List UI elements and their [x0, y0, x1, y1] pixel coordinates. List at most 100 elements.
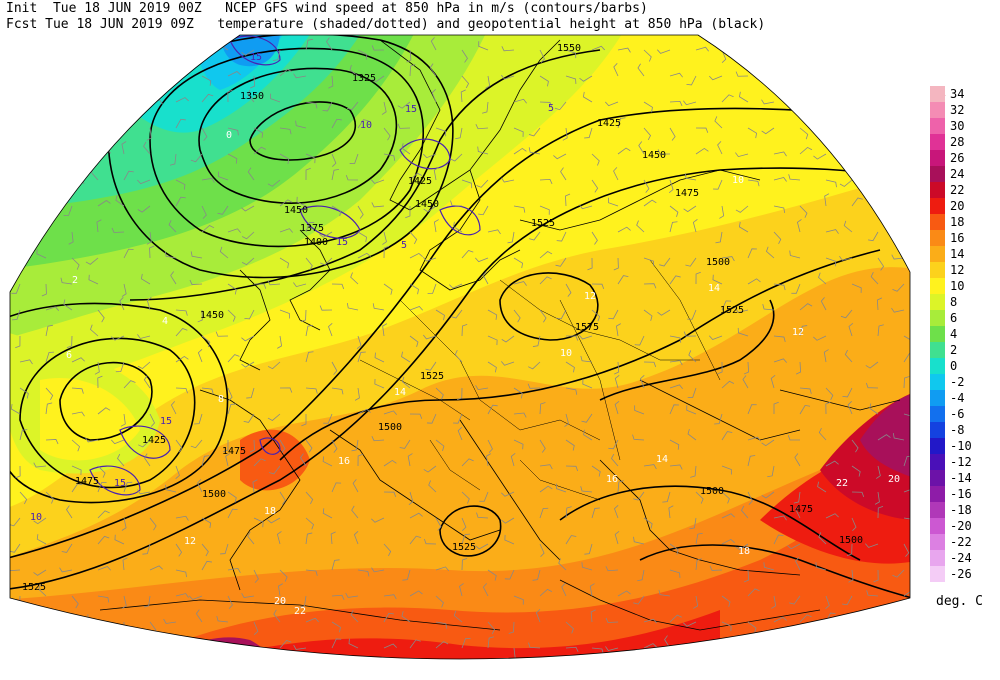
wind-barb [409, 639, 421, 649]
wind-barb [190, 153, 203, 163]
wind-barb [824, 193, 830, 207]
height-label: 1375 [300, 223, 324, 234]
wind-barb [270, 93, 281, 103]
wind-barb [165, 75, 177, 85]
wind-barb [715, 231, 723, 244]
legend-entry: 32 [928, 102, 998, 118]
wind-barb [795, 361, 802, 375]
wind-barb [669, 72, 683, 78]
legend-swatch [930, 118, 945, 134]
wind-barb [45, 306, 59, 311]
wind-barb [371, 75, 385, 83]
temp-label: 20 [274, 596, 286, 607]
wind-barb [276, 531, 282, 545]
wind-barb [820, 297, 827, 311]
wind-barb [322, 456, 333, 467]
legend-swatch [930, 470, 945, 486]
wind-barb [903, 101, 910, 109]
wind-barb [201, 543, 209, 557]
wind-barb [903, 642, 910, 649]
wind-barb [535, 609, 541, 623]
wind-barb [591, 465, 601, 477]
legend-entry: 22 [928, 182, 998, 198]
wind-barb [565, 75, 577, 84]
wind-barb [773, 515, 787, 521]
wind-barb [795, 505, 801, 519]
wind-barb [322, 101, 333, 112]
wind-barb [539, 402, 546, 415]
wind-barb [695, 647, 706, 658]
wind-barb [143, 375, 151, 389]
wind-barb [45, 387, 54, 401]
wind-barb [357, 569, 370, 577]
wind-barb [123, 481, 133, 493]
wind-barb [425, 361, 437, 371]
legend-entry: -10 [928, 438, 998, 454]
wind-barb [246, 387, 255, 399]
temp-label: 12 [584, 291, 596, 302]
wind-barb [219, 246, 229, 259]
wind-barb [714, 413, 723, 425]
wind-barb [13, 231, 21, 244]
wind-barb [872, 75, 879, 88]
wind-barb [175, 543, 183, 557]
wind-barb [476, 179, 489, 188]
wind-barb [643, 361, 657, 368]
wind-barb [565, 646, 579, 652]
wind-barb [848, 569, 854, 583]
wind-barb [409, 252, 423, 259]
wind-barb [201, 224, 215, 233]
wind-barb [556, 231, 567, 242]
wind-barb [371, 517, 385, 523]
wind-barb [839, 255, 853, 261]
wind-barb [44, 141, 50, 155]
legend-label: -6 [950, 407, 965, 421]
wind-barb [197, 309, 203, 323]
wind-barb [664, 635, 671, 649]
wind-barb [10, 249, 21, 259]
legend-entry: 4 [928, 326, 998, 342]
wind-barb [501, 517, 515, 524]
height-label: 1500 [706, 257, 730, 268]
wind-barb [10, 517, 21, 527]
wind-barb [617, 590, 631, 597]
wind-barb [539, 276, 552, 285]
wind-barb [695, 46, 709, 52]
height-label: 1500 [839, 535, 863, 546]
wind-barb [565, 49, 577, 59]
wind-barb [122, 557, 128, 571]
wind-barb [296, 196, 307, 207]
legend-swatch [930, 102, 945, 118]
wind-barb [709, 565, 723, 571]
wind-barb [85, 437, 99, 443]
wind-barb [608, 309, 619, 320]
wind-barb [71, 595, 79, 609]
wind-barb [839, 621, 853, 630]
wind-barb [189, 595, 203, 601]
wind-barb [659, 257, 671, 267]
legend-label: 14 [950, 247, 965, 261]
wind-barb [687, 309, 697, 320]
wind-barb [825, 229, 839, 234]
wind-barb [877, 324, 884, 337]
wind-barb [846, 543, 853, 557]
wind-barb [461, 638, 471, 649]
wind-barb [383, 283, 393, 295]
wind-barb [633, 536, 645, 545]
wind-barb [461, 179, 473, 189]
wind-barb [818, 272, 827, 285]
wind-barb [669, 543, 679, 555]
wind-barb [300, 309, 307, 322]
wind-barb [662, 491, 671, 503]
wind-barb [423, 465, 437, 473]
wind-barb [241, 49, 255, 56]
wind-barb [892, 569, 905, 578]
legend-entry: -8 [928, 422, 998, 438]
wind-barb [146, 127, 152, 141]
wind-barb [562, 127, 568, 141]
wind-barb [383, 245, 390, 259]
wind-barb [227, 403, 236, 415]
wind-barb [331, 118, 342, 129]
wind-barb [59, 621, 73, 628]
wind-barb [305, 439, 313, 453]
